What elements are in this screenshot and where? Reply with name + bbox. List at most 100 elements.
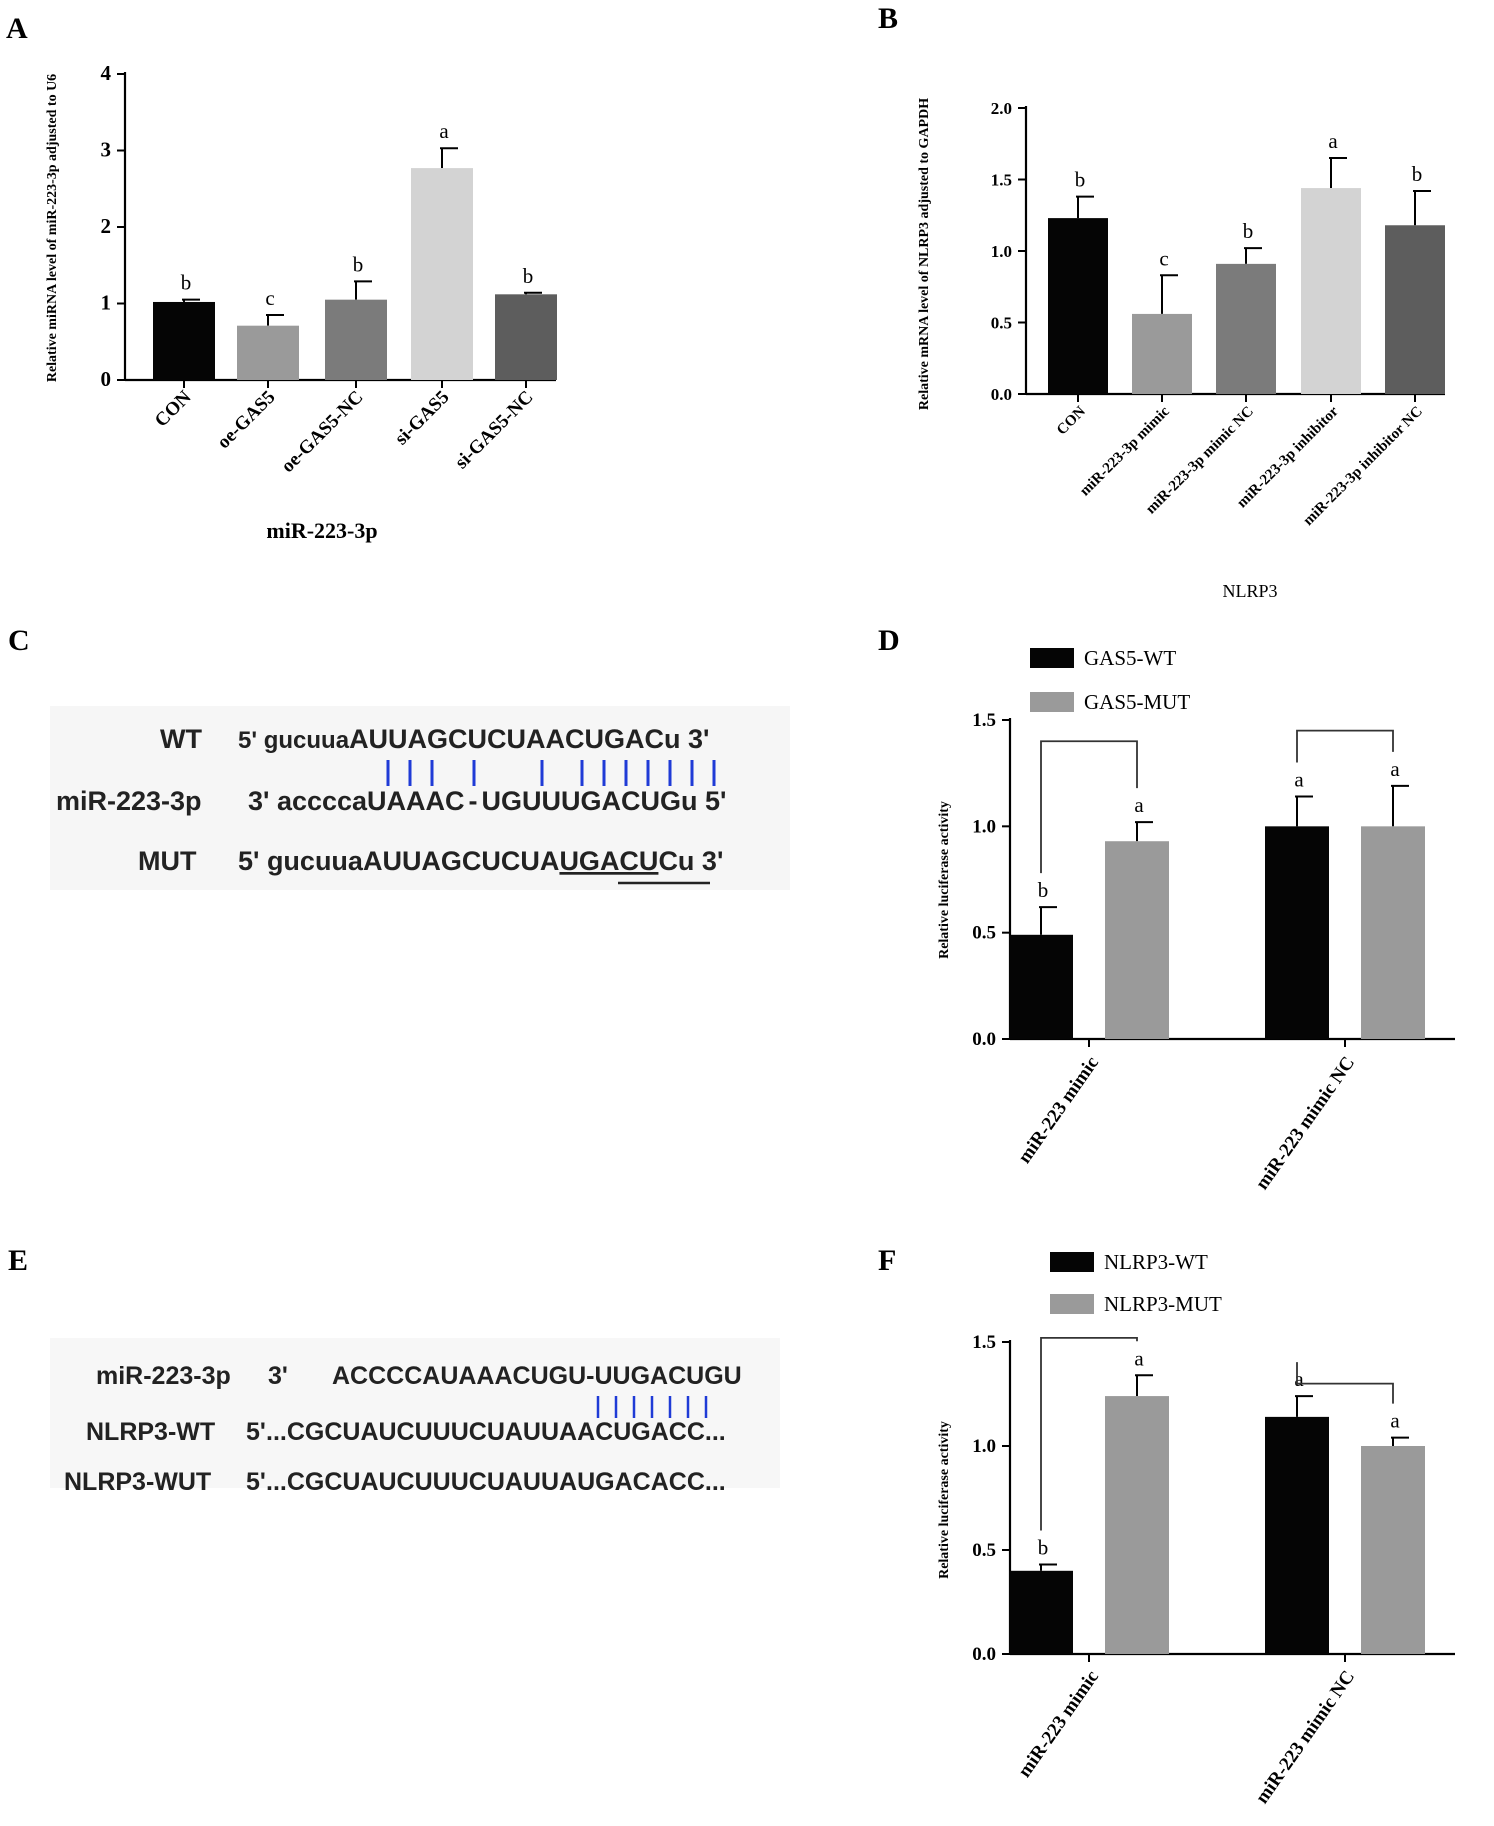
seq-c-mut-mutated: UGACU — [559, 846, 658, 876]
y-axis-label: Relative luciferase activity — [937, 801, 952, 959]
y-tick-label: 1.5 — [972, 710, 996, 731]
seq-e-mir-seq: ACCCCAUAAACUGU-UUGACUGU — [332, 1362, 742, 1390]
significance-letter: b — [1038, 878, 1049, 902]
y-tick-label: 0.5 — [972, 923, 996, 944]
seq-e-wt-seq: ...CGCUAUCUUUCUAUUAACUGACC... — [266, 1418, 726, 1446]
seq-c-mir-dash: - — [469, 786, 478, 816]
x-tick-label: oe-GAS5-NC — [277, 387, 367, 477]
significance-bracket — [1040, 740, 1138, 874]
bar — [1048, 218, 1108, 394]
y-tick-label: 0.0 — [991, 385, 1012, 404]
significance-letter: a — [1134, 793, 1144, 817]
seq-c-mut-prefix: 5' gucuuaAUUAGCUCUA — [238, 846, 559, 876]
significance-letter: a — [1390, 1409, 1400, 1433]
seq-e-mut-end: 5' — [246, 1468, 266, 1496]
x-tick-label: miR-223 mimic NC — [1252, 1053, 1359, 1194]
bar — [495, 294, 557, 380]
x-tick-label: si-GAS5-NC — [451, 387, 538, 474]
significance-letter: a — [1328, 129, 1338, 153]
pairing-lines-e — [596, 1396, 708, 1418]
significance-bracket — [1296, 1362, 1394, 1404]
chart-f: 0.0 0.5 1.0 1.5 Relative luciferase activity… — [937, 1250, 1455, 1808]
seq-e-wt-label: NLRP3-WT — [86, 1418, 215, 1446]
significance-letter: a — [1294, 1367, 1304, 1391]
bar — [1361, 826, 1425, 1039]
bar — [1105, 841, 1169, 1039]
y-tick-label: 3 — [101, 138, 112, 162]
seq-c-wt: 5' gucuuaAUUAGCUCUAACUGACu 3' — [238, 724, 709, 754]
significance-letter: a — [1390, 757, 1400, 781]
x-tick-label: CON — [1054, 403, 1089, 438]
y-axis-label: Relative mRNA level of NLRP3 adjusted to… — [917, 98, 932, 410]
seq-c-wt-prefix: 5' gucuua — [238, 727, 350, 754]
x-tick-label: miR-223 mimic NC — [1252, 1667, 1359, 1808]
y-tick-label: 1 — [101, 291, 112, 315]
panel-c-background — [50, 706, 790, 890]
legend-label: GAS5-MUT — [1084, 690, 1190, 714]
significance-letter: a — [1294, 768, 1304, 792]
seq-e-mut-label: NLRP3-WUT — [64, 1468, 211, 1496]
pairing-lines-c — [386, 760, 716, 786]
bar — [1132, 313, 1192, 394]
significance-bracket — [1296, 729, 1394, 763]
y-axis-label: Relative miRNA level of miR-223-3p adjus… — [45, 74, 60, 382]
seq-c-mir-prefix: 3' accccaUAAAC — [248, 786, 465, 816]
seq-e-mut-seq: ...CGCUAUCUUUCUAUUAUGACACC... — [266, 1468, 726, 1496]
significance-letter: c — [1159, 246, 1168, 270]
legend-swatch — [1050, 1294, 1094, 1314]
bar — [411, 168, 473, 380]
significance-letter: b — [181, 271, 192, 295]
significance-letter: a — [439, 119, 449, 143]
seq-e-wt-end: 5' — [246, 1418, 266, 1446]
bar — [1385, 225, 1445, 394]
y-axis-label: Relative luciferase activity — [937, 1421, 952, 1579]
panel-letter-d: D — [878, 624, 900, 657]
legend-swatch — [1030, 648, 1074, 668]
chart-a: 0 1 2 3 4 Relative miRNA level of miR-223-3p … — [45, 61, 557, 543]
significance-bracket — [1040, 1336, 1138, 1531]
bar — [1009, 1570, 1073, 1654]
x-tick-label: miR-223 mimic — [1014, 1053, 1103, 1167]
bar — [1216, 263, 1276, 394]
panel-e-background — [50, 1338, 780, 1488]
legend-label: NLRP3-MUT — [1104, 1292, 1222, 1316]
panel-letter-f: F — [878, 1244, 896, 1277]
x-axis-label: miR-223-3p — [266, 518, 377, 543]
x-tick-label: miR-223-3p mimic — [1077, 403, 1173, 499]
significance-letter: b — [1243, 219, 1254, 243]
panel-e-sequences: miR-223-3p 3' ACCCCAUAAACUGU-UUGACUGU NL… — [50, 1338, 780, 1496]
y-tick-label: 1.0 — [991, 242, 1012, 261]
seq-c-mut-label: MUT — [138, 846, 197, 876]
bar — [237, 325, 299, 380]
x-axis-label: NLRP3 — [1222, 581, 1277, 601]
x-tick-label: oe-GAS5 — [213, 387, 279, 453]
chart-b: 0.0 0.5 1.0 1.5 2.0 Relative mRNA level of NL… — [917, 98, 1445, 601]
y-tick-label: 0 — [101, 367, 112, 391]
seq-c-mir: 3' accccaUAAAC - UGUUUGACUGu 5' — [248, 786, 726, 816]
seq-c-mut: 5' gucuuaAUUAGCUCUAUGACUCu 3' — [238, 846, 723, 876]
bar — [1361, 1446, 1425, 1654]
seq-c-mut-suffix: Cu 3' — [658, 846, 723, 876]
legend-label: GAS5-WT — [1084, 646, 1176, 670]
seq-e-mir-label: miR-223-3p — [96, 1362, 231, 1390]
seq-c-mir-core: UGUUUGACUGu 5' — [482, 786, 727, 816]
y-tick-label: 2.0 — [991, 99, 1012, 118]
chart-d: 0.0 0.5 1.0 1.5 Relative luciferase activity… — [937, 646, 1455, 1194]
panel-c-sequences: WT 5' gucuuaAUUAGCUCUAACUGACu 3' miR-223… — [50, 706, 790, 890]
y-tick-label: 1.5 — [972, 1332, 996, 1353]
significance-letter: b — [523, 264, 534, 288]
y-tick-label: 0.0 — [972, 1029, 996, 1050]
y-tick-label: 4 — [101, 61, 112, 85]
panel-letter-a: A — [6, 12, 28, 45]
bar — [1265, 826, 1329, 1039]
significance-letter: b — [353, 252, 364, 276]
bar — [1105, 1396, 1169, 1654]
y-tick-label: 0.5 — [991, 314, 1012, 333]
y-tick-label: 0.0 — [972, 1644, 996, 1665]
x-tick-label: si-GAS5 — [391, 387, 454, 450]
y-tick-label: 1.0 — [972, 1436, 996, 1457]
y-tick-label: 1.0 — [972, 816, 996, 837]
significance-letter: b — [1075, 168, 1086, 192]
bar — [1265, 1416, 1329, 1654]
